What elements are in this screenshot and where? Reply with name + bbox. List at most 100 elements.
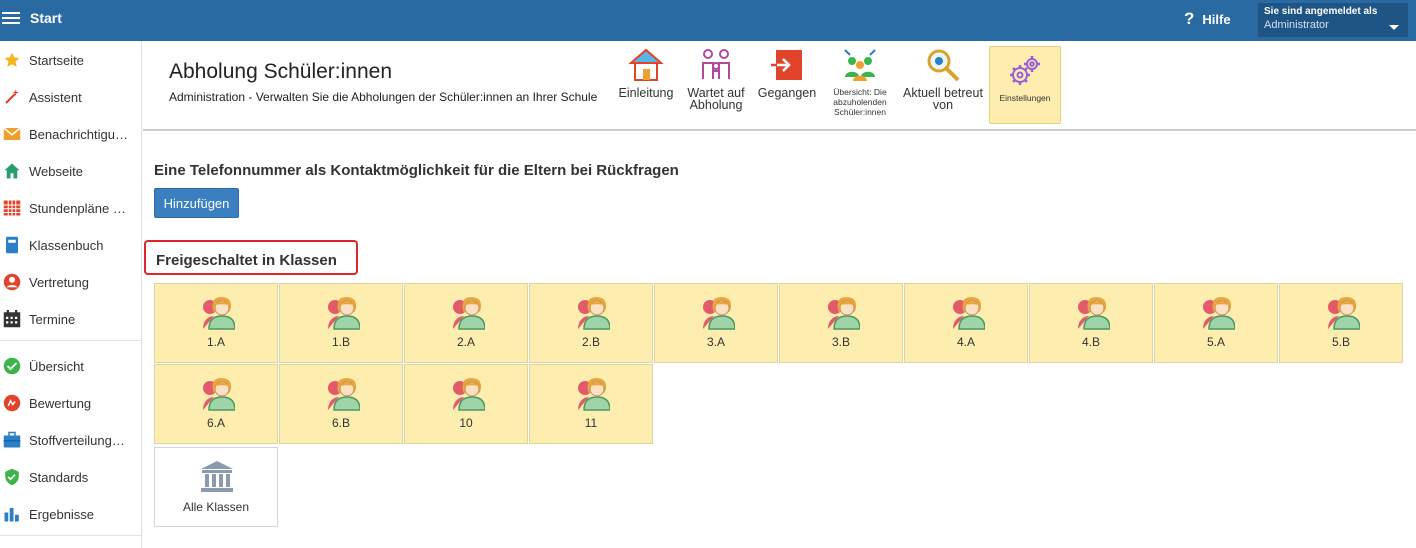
student-icon [1199, 295, 1236, 336]
caret-down-icon [1389, 25, 1399, 30]
top-bar: Start ? Hilfe Sie sind angemeldet als Ad… [0, 0, 1416, 41]
user-dropdown[interactable]: Sie sind angemeldet als Administrator [1258, 3, 1408, 37]
page-header: Abholung Schüler:innen Administration - … [143, 41, 1416, 131]
all-classes-tile[interactable]: Alle Klassen [154, 447, 278, 527]
class-tile[interactable]: 5.A [1154, 283, 1278, 363]
sidebar-item-label: Übersicht [29, 358, 84, 374]
tool-aktuell-betreut-von[interactable]: Aktuell betreut von [900, 47, 986, 111]
gears-icon [1010, 56, 1040, 85]
sidebar-divider [0, 535, 141, 536]
class-tile[interactable]: 5.B [1279, 283, 1403, 363]
sidebar-item-label: Standards [29, 469, 89, 485]
class-tile[interactable]: 4.B [1029, 283, 1153, 363]
sidebar-item-uebersicht[interactable]: Übersicht [0, 353, 141, 379]
sidebar-item-stoffverteilung[interactable]: Stoffverteilungspläne [0, 427, 141, 453]
class-tile[interactable]: 6.B [279, 364, 403, 444]
sidebar-item-label: Klassenbuch [29, 237, 104, 253]
student-icon [324, 295, 361, 336]
tool-label: Einleitung [618, 86, 674, 100]
tool-label: Gegangen [757, 86, 817, 100]
exit-icon [771, 50, 802, 80]
page-subtitle: Administration - Verwalten Sie die Abhol… [169, 90, 598, 104]
book-icon [3, 236, 21, 254]
tool-gegangen[interactable]: Gegangen [755, 47, 819, 99]
tool-einstellungen[interactable]: Einstellungen [989, 46, 1061, 124]
tool-label: Wartet auf Abholung [687, 86, 745, 112]
sidebar-item-label: Assistent [29, 89, 82, 105]
student-icon [824, 295, 861, 336]
calendar-icon [3, 310, 21, 328]
sidebar-item-startseite[interactable]: Startseite [0, 47, 141, 73]
group-icon [844, 49, 876, 81]
class-label: 2.A [456, 335, 475, 349]
tool-wartet-auf-abholung[interactable]: Wartet auf Abholung [683, 47, 749, 111]
login-user: Administrator [1264, 19, 1329, 31]
class-tile[interactable]: 2.B [529, 283, 653, 363]
class-label: 6.A [206, 416, 225, 430]
login-label: Sie sind angemeldet als [1264, 6, 1378, 17]
class-label: 5.A [1206, 335, 1225, 349]
class-label: 3.A [706, 335, 725, 349]
class-tile[interactable]: 1.B [279, 283, 403, 363]
sidebar-item-standards[interactable]: Standards [0, 464, 141, 490]
class-label: 3.B [831, 335, 850, 349]
sidebar-item-label: Termine [29, 311, 76, 327]
class-label: 4.A [956, 335, 975, 349]
class-label: 5.B [1331, 335, 1350, 349]
envelope-icon [3, 125, 21, 143]
student-icon [199, 376, 236, 417]
student-icon [574, 376, 611, 417]
sidebar: Startseite Assistent Benachrichtigungen … [0, 41, 142, 548]
hamburger-menu-icon[interactable] [2, 9, 22, 27]
sidebar-item-assistent[interactable]: Assistent [0, 84, 141, 110]
class-tile[interactable]: 6.A [154, 364, 278, 444]
sidebar-item-bewertung[interactable]: Bewertung [0, 390, 141, 416]
sidebar-item-ergebnisse[interactable]: Ergebnisse [0, 501, 141, 527]
student-icon [199, 295, 236, 336]
help-button[interactable]: ? Hilfe [1184, 9, 1231, 29]
magic-wand-icon [3, 88, 21, 106]
sidebar-item-vertretung[interactable]: Vertretung [0, 269, 141, 295]
tool-uebersicht-abzuholende[interactable]: Übersicht: Die abzuholenden Schüler:inne… [826, 47, 894, 117]
family-icon [702, 49, 730, 79]
student-icon [1074, 295, 1111, 336]
house-icon [628, 48, 664, 81]
class-tile[interactable]: 3.A [654, 283, 778, 363]
sidebar-item-label: Benachrichtigungen [29, 126, 129, 142]
check-circle-icon [3, 357, 21, 375]
add-button[interactable]: Hinzufügen [154, 188, 239, 218]
shield-check-icon [3, 468, 21, 486]
sidebar-item-termine[interactable]: Termine [0, 306, 141, 332]
all-classes-label: Alle Klassen [182, 500, 250, 514]
tool-label: Aktuell betreut von [903, 86, 983, 112]
sidebar-item-label: Startseite [29, 52, 84, 68]
class-tile[interactable]: 2.A [404, 283, 528, 363]
class-tile[interactable]: 10 [404, 364, 528, 444]
house-icon [3, 162, 21, 180]
rating-icon [3, 394, 21, 412]
class-tile[interactable]: 4.A [904, 283, 1028, 363]
class-tile[interactable]: 3.B [779, 283, 903, 363]
sidebar-item-label: Stundenpläne und Klassen [29, 200, 129, 216]
building-icon [201, 461, 233, 492]
class-tile[interactable]: 11 [529, 364, 653, 444]
sidebar-item-webseite[interactable]: Webseite [0, 158, 141, 184]
tool-einleitung[interactable]: Einleitung [615, 47, 677, 99]
student-icon [449, 295, 486, 336]
sidebar-item-stundenplaene[interactable]: Stundenpläne und Klassen [0, 195, 141, 221]
student-icon [574, 295, 611, 336]
class-tile[interactable]: 1.A [154, 283, 278, 363]
sidebar-divider [0, 340, 141, 341]
class-label: 1.A [206, 335, 225, 349]
app-title[interactable]: Start [30, 10, 62, 26]
sidebar-item-label: Webseite [29, 163, 83, 179]
sidebar-item-label: Vertretung [29, 274, 89, 290]
class-label: 1.B [331, 335, 350, 349]
student-icon [449, 376, 486, 417]
sidebar-item-klassenbuch[interactable]: Klassenbuch [0, 232, 141, 258]
class-label: 2.B [581, 335, 600, 349]
sidebar-item-label: Stoffverteilungspläne [29, 432, 129, 448]
class-label: 6.B [331, 416, 350, 430]
bar-chart-icon [3, 505, 21, 523]
sidebar-item-benachrichtigungen[interactable]: Benachrichtigungen [0, 121, 141, 147]
